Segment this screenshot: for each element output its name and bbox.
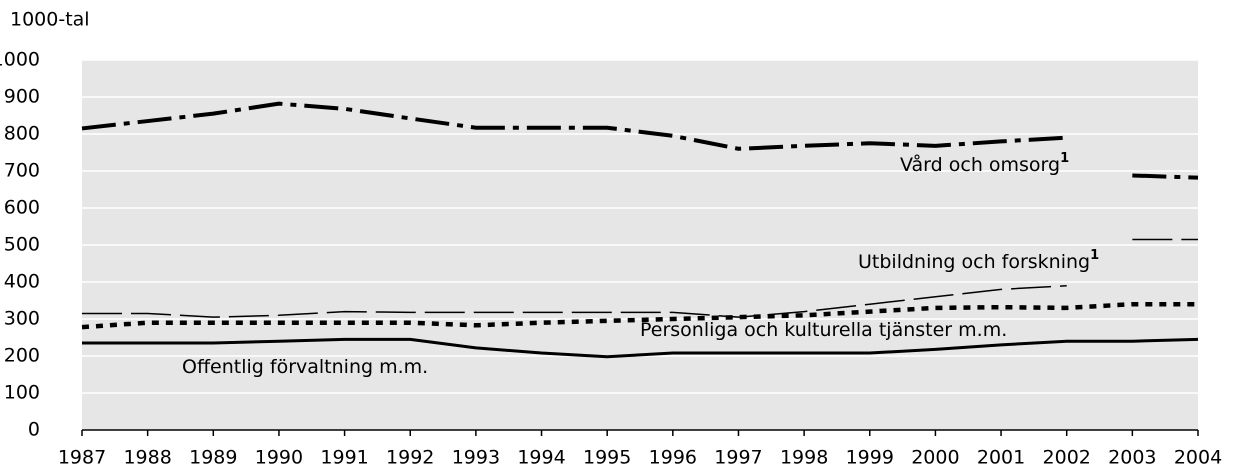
footnote-mark: 1	[1060, 151, 1069, 166]
series-name: Personliga och kulturella tjänster m.m.	[640, 319, 1007, 341]
series-line	[82, 337, 1199, 359]
x-tick-label: 1995	[583, 447, 631, 469]
x-tick-label: 2002	[1043, 447, 1091, 469]
y-tick-label: 400	[4, 271, 40, 293]
footnote-mark: 1	[1090, 248, 1099, 263]
series-line	[81, 101, 1067, 151]
x-tick-label: 1999	[846, 447, 894, 469]
y-tick-label: 1000	[0, 49, 40, 71]
x-tick-label: 1988	[123, 447, 171, 469]
series-label: Offentlig förvaltning m.m.	[182, 356, 428, 378]
x-tick-label: 2003	[1108, 447, 1156, 469]
y-tick-label: 300	[4, 308, 40, 330]
x-tick-label: 1997	[714, 447, 762, 469]
y-tick-label: 900	[4, 86, 40, 108]
series-line	[1132, 173, 1199, 180]
series-label: Utbildning och forskning1	[858, 248, 1099, 273]
y-tick-label: 500	[4, 234, 40, 256]
y-tick-label: 0	[28, 419, 40, 441]
series-name: Vård och omsorg	[900, 153, 1060, 176]
y-tick-label: 200	[4, 345, 40, 367]
x-tick-label: 1996	[649, 447, 697, 469]
x-tick-label: 2001	[977, 447, 1025, 469]
series-line	[82, 284, 1067, 318]
y-tick-label: 800	[4, 123, 40, 145]
series-label: Personliga och kulturella tjänster m.m.	[640, 319, 1007, 341]
y-tick-label: 700	[4, 160, 40, 182]
x-tick-label: 1991	[320, 447, 368, 469]
series-name: Offentlig förvaltning m.m.	[182, 356, 428, 378]
y-tick-label: 600	[4, 197, 40, 219]
series-name: Utbildning och forskning	[858, 251, 1090, 273]
y-tick-label: 100	[4, 382, 40, 404]
x-tick-label: 2004	[1174, 447, 1222, 469]
x-tick-label: 1994	[517, 447, 565, 469]
x-tick-label: 2000	[911, 447, 959, 469]
x-tick-label: 1987	[58, 447, 106, 469]
x-tick-label: 1989	[189, 447, 237, 469]
y-axis-title: 1000-tal	[10, 9, 90, 31]
x-tick-label: 1998	[780, 447, 828, 469]
x-tick-label: 1990	[255, 447, 303, 469]
series-line	[81, 301, 1198, 330]
series-label: Vård och omsorg1	[900, 151, 1069, 176]
x-tick-label: 1992	[386, 447, 434, 469]
x-tick-label: 1993	[452, 447, 500, 469]
